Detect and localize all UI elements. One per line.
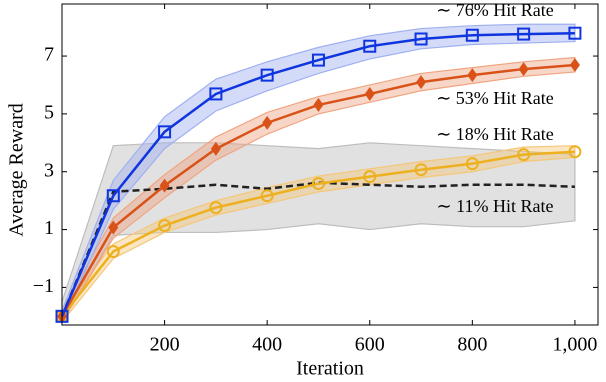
confidence-band [61,23,576,323]
diamond-marker [364,86,375,101]
circle-marker [568,145,582,159]
annotation: ∼ 53% Hit Rate [436,88,554,108]
series-line [60,181,575,317]
circle-marker [363,170,377,184]
square-marker [465,28,479,42]
square-marker [363,39,377,53]
x-tick-label: 400 [252,334,282,356]
square-marker [106,189,120,203]
axes-frame [61,3,599,326]
x-tick-label: 600 [355,334,385,356]
square-marker [517,27,531,41]
y-tick-label: 7 [44,44,54,66]
circle-marker [517,148,531,162]
x-axis-label: Iteration [296,358,364,380]
circle-marker [209,201,223,215]
square-marker [414,32,428,46]
annotation: ∼ 11% Hit Rate [437,196,554,216]
plot-area [55,23,582,325]
circle-marker [158,219,172,233]
y-tick-label: −1 [33,275,54,297]
diamond-marker [159,178,170,193]
circle-marker [311,177,325,191]
square-marker [209,87,223,101]
annotation: ∼ 76% Hit Rate [436,0,554,20]
diamond-marker [569,58,580,73]
diamond-marker [467,68,478,83]
series-line [60,31,575,317]
square-marker [311,53,325,67]
x-tick-label: 800 [457,334,487,356]
square-marker [568,26,582,40]
square-marker [260,68,274,82]
x-tick-label: 200 [150,334,180,356]
circle-marker [260,189,274,203]
circle-marker [414,163,428,177]
x-tick-label: 1,000 [552,334,597,356]
y-axis-label: Average Reward [6,103,28,236]
diamond-marker [518,62,529,77]
y-tick-label: 5 [44,101,54,123]
y-tick-label: 1 [44,217,54,239]
series-line [61,150,575,318]
circle-marker [465,157,479,171]
annotation: ∼ 18% Hit Rate [436,124,554,144]
diamond-marker [108,220,119,235]
diamond-marker [313,97,324,112]
circle-marker [106,245,120,259]
diamond-marker [210,141,221,156]
diamond-marker [262,115,273,130]
square-marker [158,125,172,139]
y-tick-label: 3 [44,159,54,181]
diamond-marker [416,75,427,90]
